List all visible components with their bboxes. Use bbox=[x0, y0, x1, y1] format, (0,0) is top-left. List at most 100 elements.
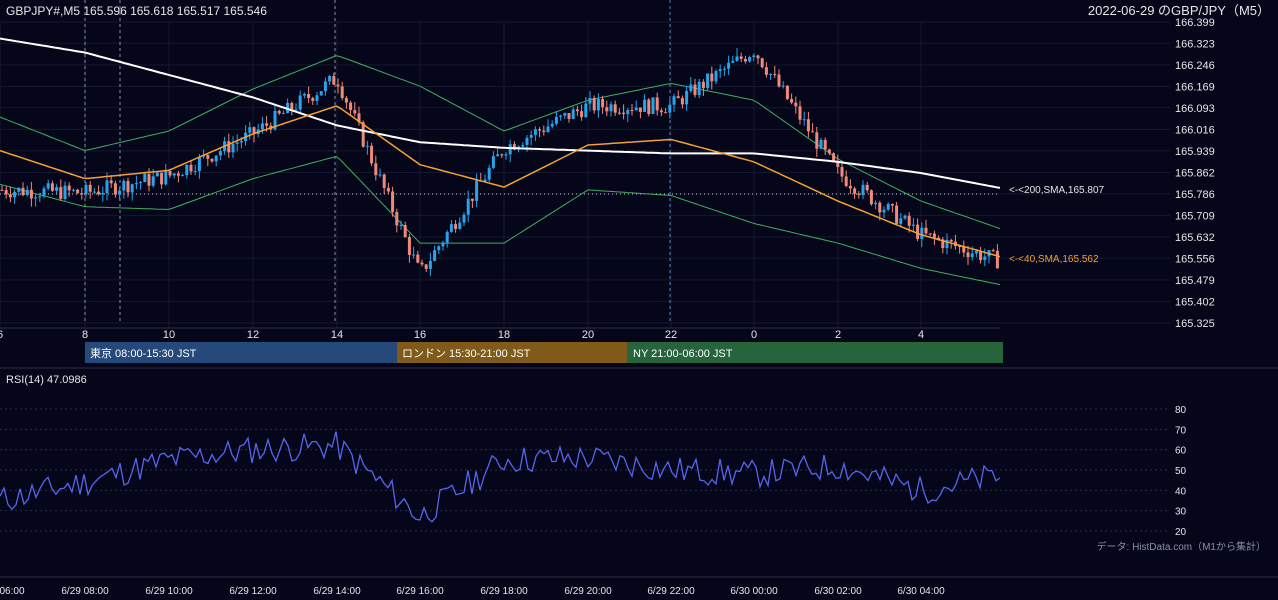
price-tick-label: 166.246 bbox=[1175, 60, 1215, 72]
candle-body bbox=[500, 154, 504, 156]
time-tick-label: 06:00 bbox=[0, 586, 25, 597]
candle-body bbox=[71, 189, 75, 191]
candle-body bbox=[701, 81, 705, 89]
candle-body bbox=[785, 85, 789, 100]
candle-body bbox=[353, 110, 357, 114]
candle-body bbox=[281, 113, 285, 115]
time-tick-label: 6/29 08:00 bbox=[61, 586, 109, 597]
candle-body bbox=[966, 252, 970, 258]
candle-body bbox=[844, 176, 848, 186]
session-london bbox=[397, 342, 627, 363]
price-tick-label: 165.402 bbox=[1175, 296, 1215, 308]
candle-body bbox=[365, 145, 369, 147]
price-tick-label: 165.786 bbox=[1175, 189, 1215, 201]
candle-body bbox=[273, 110, 277, 130]
candle-body bbox=[101, 192, 105, 195]
candle-body bbox=[693, 84, 697, 96]
rsi-tick-label: 50 bbox=[1175, 466, 1187, 477]
candle-body bbox=[412, 254, 416, 256]
candle-body bbox=[575, 109, 579, 112]
sma40-line bbox=[0, 105, 1001, 258]
candle-body bbox=[714, 71, 718, 82]
candle-body bbox=[433, 250, 437, 261]
candle-body bbox=[344, 97, 348, 103]
candle-body bbox=[172, 173, 176, 176]
candle-body bbox=[370, 145, 374, 164]
candle-body bbox=[764, 67, 768, 75]
price-tick-label: 165.479 bbox=[1175, 275, 1215, 287]
candle-body bbox=[634, 107, 638, 111]
candle-body bbox=[332, 75, 336, 85]
candle-body bbox=[735, 56, 739, 61]
price-tick-label: 165.556 bbox=[1175, 253, 1215, 265]
candle-body bbox=[756, 55, 760, 59]
candle-body bbox=[937, 237, 941, 240]
candle-body bbox=[155, 172, 159, 177]
candle-body bbox=[218, 151, 222, 156]
rsi-tick-label: 60 bbox=[1175, 446, 1187, 457]
candle-body bbox=[584, 103, 588, 118]
session-tokyo-label: 東京 08:00-15:30 JST bbox=[90, 346, 197, 360]
candle-body bbox=[815, 132, 819, 149]
candle-body bbox=[113, 183, 117, 195]
rsi-grid bbox=[0, 408, 1170, 532]
price-tick-label: 166.169 bbox=[1175, 81, 1215, 93]
candle-body bbox=[689, 84, 693, 91]
candle-body bbox=[672, 96, 676, 105]
candle-body bbox=[84, 184, 88, 195]
candle-body bbox=[407, 237, 411, 255]
candle-body bbox=[512, 144, 516, 150]
candle-body bbox=[731, 60, 735, 63]
candle-body bbox=[462, 214, 466, 223]
candle-body bbox=[781, 85, 785, 87]
candle-body bbox=[974, 251, 978, 254]
candle-body bbox=[92, 191, 96, 193]
candle-body bbox=[349, 102, 353, 111]
candle-body bbox=[395, 211, 399, 226]
candle-body bbox=[617, 112, 621, 114]
candle-body bbox=[374, 163, 378, 176]
candle-body bbox=[819, 139, 823, 149]
hour-tick-label: 14 bbox=[331, 329, 343, 341]
candle-body bbox=[928, 233, 932, 235]
candle-body bbox=[25, 189, 29, 196]
candle-body bbox=[823, 139, 827, 150]
price-tick-label: 165.632 bbox=[1175, 232, 1215, 244]
candle-body bbox=[697, 81, 701, 96]
candle-body bbox=[210, 158, 214, 162]
candle-body bbox=[475, 180, 479, 201]
sma200-annotation: <-<200,SMA,165.807 bbox=[1009, 185, 1105, 196]
price-tick-label: 165.939 bbox=[1175, 146, 1215, 158]
candle-body bbox=[311, 98, 315, 101]
symbol-ohlc-header: GBPJPY#,M5 165.596 165.618 165.517 165.5… bbox=[6, 4, 267, 18]
candle-body bbox=[466, 198, 470, 215]
hour-tick-label: 8 bbox=[82, 329, 88, 341]
candle-body bbox=[680, 98, 684, 105]
candle-body bbox=[277, 110, 281, 114]
candle-body bbox=[46, 183, 50, 189]
candle-body bbox=[109, 180, 113, 184]
candle-body bbox=[743, 58, 747, 62]
price-tick-label: 165.325 bbox=[1175, 318, 1215, 330]
candle-body bbox=[911, 224, 915, 226]
candle-body bbox=[231, 143, 235, 153]
candle-body bbox=[832, 153, 836, 162]
rsi-tick-label: 70 bbox=[1175, 425, 1187, 436]
candle-body bbox=[626, 110, 630, 115]
candle-body bbox=[336, 84, 340, 87]
chart-title: 2022-06-29 のGBP/JPY（M5） bbox=[1088, 3, 1270, 18]
candle-body bbox=[227, 141, 231, 153]
candle-body bbox=[193, 171, 197, 173]
candle-body bbox=[143, 174, 147, 183]
time-tick-label: 6/29 12:00 bbox=[229, 586, 277, 597]
candle-body bbox=[836, 161, 840, 167]
candle-body bbox=[290, 103, 294, 110]
candle-body bbox=[441, 242, 445, 247]
candle-body bbox=[706, 73, 710, 89]
candle-body bbox=[546, 126, 550, 133]
sma40-path bbox=[0, 105, 1001, 258]
candle-body bbox=[710, 73, 714, 82]
candle-body bbox=[802, 119, 806, 121]
